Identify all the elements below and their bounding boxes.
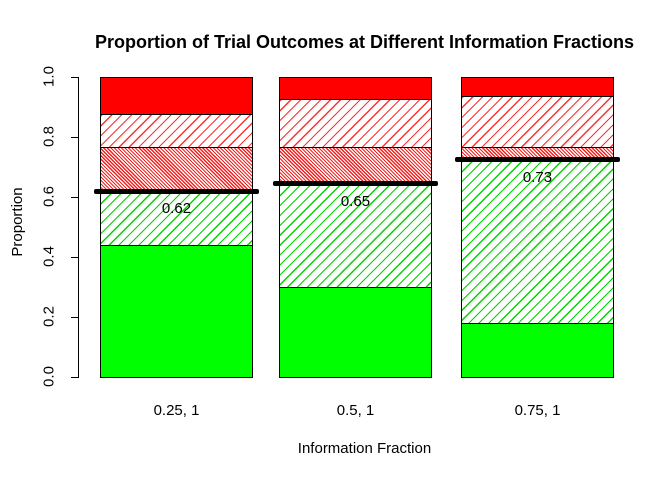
bar-segment-red-solid — [101, 78, 252, 114]
bar-segment-red-sparse-hatch — [101, 113, 252, 147]
bar-segment-red-sparse-hatch — [280, 98, 431, 147]
x-tick-label: 0.5, 1 — [336, 402, 375, 419]
bar-1 — [100, 77, 253, 378]
threshold-value-label: 0.65 — [340, 193, 371, 210]
x-tick-label: 0.75, 1 — [514, 402, 561, 419]
threshold-value-label: 0.73 — [522, 169, 553, 186]
bar-segment-red-dense-hatch — [462, 146, 613, 161]
bar-segment-green-solid — [462, 323, 613, 377]
y-tick — [71, 197, 78, 198]
bar-segment-red-solid — [462, 78, 613, 96]
bar-segment-red-dense-hatch — [101, 146, 252, 192]
bar-segment-green-hatch — [280, 184, 431, 288]
threshold-line — [94, 189, 259, 194]
bar-segment-red-solid — [280, 78, 431, 99]
y-tick-label: 0.8 — [40, 126, 58, 147]
bar-3 — [461, 77, 614, 378]
y-tick — [71, 77, 78, 78]
y-tick-label: 1.0 — [40, 66, 58, 87]
y-tick-label: 0.0 — [40, 366, 58, 387]
x-tick-label: 0.25, 1 — [153, 402, 200, 419]
y-tick — [71, 137, 78, 138]
bar-segment-green-solid — [280, 287, 431, 377]
threshold-line — [455, 157, 620, 162]
y-tick — [71, 257, 78, 258]
x-axis-label: Information Fraction — [297, 440, 432, 457]
y-tick-label: 0.6 — [40, 186, 58, 207]
chart-title: Proportion of Trial Outcomes at Differen… — [94, 32, 635, 52]
bar-segment-green-solid — [101, 245, 252, 377]
threshold-value-label: 0.62 — [161, 200, 192, 217]
y-tick-label: 0.2 — [40, 306, 58, 327]
y-tick — [71, 377, 78, 378]
y-axis-label: Proportion — [9, 187, 26, 257]
bar-segment-green-hatch — [462, 160, 613, 324]
bar-segment-red-sparse-hatch — [462, 95, 613, 147]
threshold-line — [273, 181, 438, 186]
bar-segment-red-dense-hatch — [280, 146, 431, 185]
y-tick — [71, 317, 78, 318]
y-tick-label: 0.4 — [40, 246, 58, 267]
bar-2 — [279, 77, 432, 378]
y-axis-line — [78, 77, 79, 378]
